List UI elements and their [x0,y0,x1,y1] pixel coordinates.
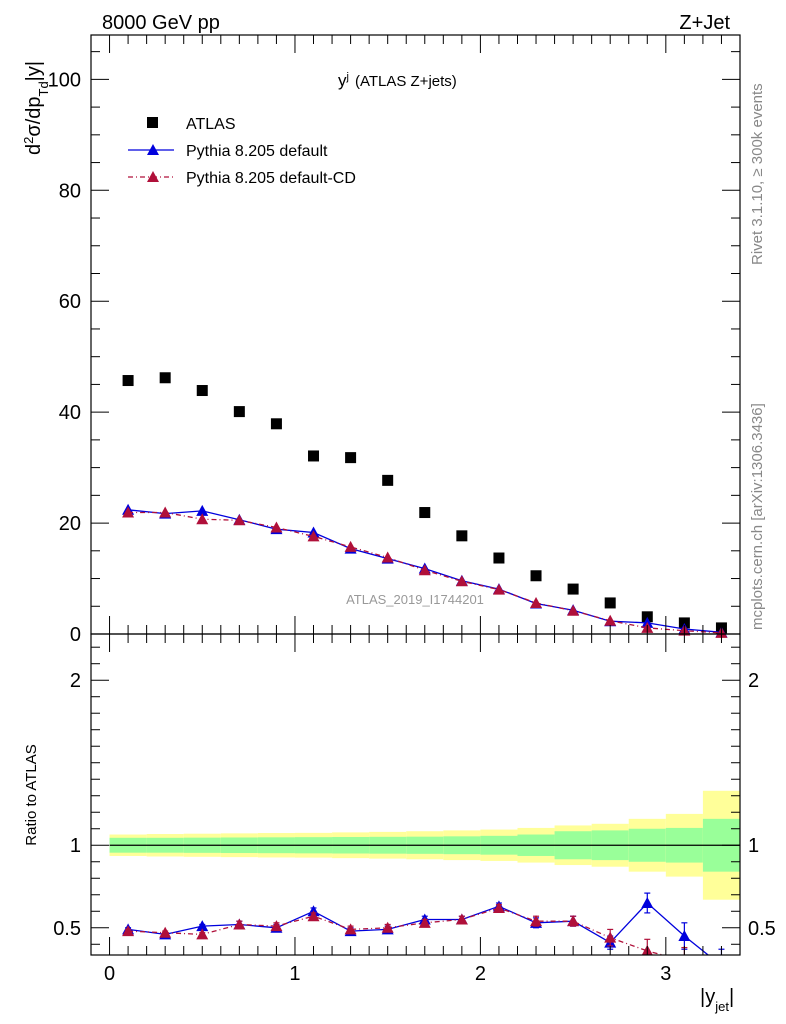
pythia-cd-point [492,583,505,595]
main-panel: d2σ/dpTd|y| yj (ATLAS Z+jets) ATLAS_2019_… [21,34,741,646]
ratio-cd-point [381,921,394,933]
ratio-default-point [715,960,727,971]
rivet-label: Rivet 3.1.10, ≥ 300k events [749,83,766,265]
atlas-data-point [382,474,394,486]
ratio-panel: Ratio to ATLAS 0.5 0.5 1 1 2 2 0 1 2 3 |yjet| [23,633,776,1014]
main-y-tick-label: 40 [59,402,81,424]
ratio-cd-point [122,925,135,937]
pythia-cd-point [381,551,394,563]
pythia-cd-point [530,596,543,608]
mcplots-label: mcplots.cern.ch [arXiv:1306.3436] [749,403,766,630]
x-tick-label: 3 [660,963,671,985]
atlas-data-point [678,617,690,629]
atlas-data-point [159,372,171,384]
pythia-cd-point [567,604,580,616]
analysis-watermark: ATLAS_2019_I1744201 [346,592,484,607]
legend-atlas-marker [147,117,158,128]
legend-default-label: Pythia 8.205 default [186,143,328,160]
x-tick-label: 0 [104,963,115,985]
atlas-data-point [196,385,208,397]
atlas-data-point [456,530,468,542]
ratio-cd-point [159,926,172,938]
pythia-cd-point [270,521,283,533]
main-y-tick-label: 80 [59,180,81,202]
ratio-default-line [128,902,710,955]
process-label: Z+Jet [679,12,730,34]
legend: ATLAS Pythia 8.205 default Pythia 8.205 … [128,116,356,187]
atlas-data-point [493,552,505,564]
ratio-cd-point [455,913,468,925]
atlas-data-point [419,507,431,519]
ratio-y-tick-label-right: 0.5 [748,918,776,940]
pythia-cd-point [604,614,617,626]
atlas-data-point [270,418,282,430]
ratio-cd-point [684,954,685,955]
ratio-y-tick-label: 1 [70,835,81,857]
ratio-default-point [641,897,654,909]
atlas-data-point [604,597,616,609]
pythia-cd-point [344,540,357,552]
pythia-cd-point [418,564,431,576]
ratio-cd-point [418,916,431,928]
ratio-series-group [122,892,727,982]
ratio-cd-point [715,971,727,982]
legend-atlas-label: ATLAS [186,116,236,133]
pythia-cd-point [307,530,320,542]
main-y-tick-label: 20 [59,513,81,535]
ratio-cd-point [270,920,283,932]
main-y-axis-label: d2σ/dpTd|y| [21,61,51,155]
atlas-data-point [233,406,245,418]
x-tick-label: 2 [475,963,486,985]
ratio-cd-point [567,915,580,927]
main-y-tick-label: 100 [48,69,81,91]
atlas-data-point [308,450,320,462]
legend-cd-label: Pythia 8.205 default-CD [186,170,356,187]
atlas-data-point [530,570,542,582]
atlas-data-point [345,452,357,464]
atlas-data-point [122,375,134,387]
ratio-y-axis-label: Ratio to ATLAS [23,744,40,845]
ratio-y-tick-label-right: 1 [748,835,759,857]
ratio-cd-point [307,910,320,922]
plot-title: yj (ATLAS Z+jets) [338,71,457,90]
ratio-cd-point [196,928,209,940]
ratio-default-point [678,930,691,942]
pythia-cd-point [233,514,246,526]
ratio-frame [90,633,741,956]
pythia-cd-point [159,506,172,518]
legend-cd-marker [147,171,159,182]
ratio-cd-point [233,918,246,930]
atlas-data-point [641,611,653,623]
pythia-cd-point [122,506,135,518]
x-tick-label: 1 [289,963,300,985]
energy-label: 8000 GeV pp [102,12,220,34]
legend-default-marker [147,144,159,155]
pythia-cd-point [455,575,468,587]
ratio-y-tick-label: 2 [70,670,81,692]
pythia-cd-point [196,513,209,525]
x-axis-label: |yjet| [700,986,734,1014]
main-y-tick-label: 0 [70,624,81,646]
ratio-cd-point [344,923,357,935]
ratio-cd-point [492,901,505,913]
atlas-data-point [567,583,579,595]
ratio-y-tick-label-right: 2 [748,670,759,692]
main-y-tick-label: 60 [59,291,81,313]
pythia-default-point [196,504,209,516]
ratio-cd-point [604,931,617,943]
ratio-default-point [196,920,209,932]
ratio-y-tick-label: 0.5 [53,918,81,940]
ratio-cd-point [530,915,543,927]
